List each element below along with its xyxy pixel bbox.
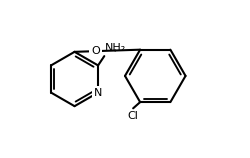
Text: Cl: Cl <box>127 111 138 121</box>
Text: NH₂: NH₂ <box>105 43 126 53</box>
Text: N: N <box>94 88 102 98</box>
Text: O: O <box>91 46 100 56</box>
